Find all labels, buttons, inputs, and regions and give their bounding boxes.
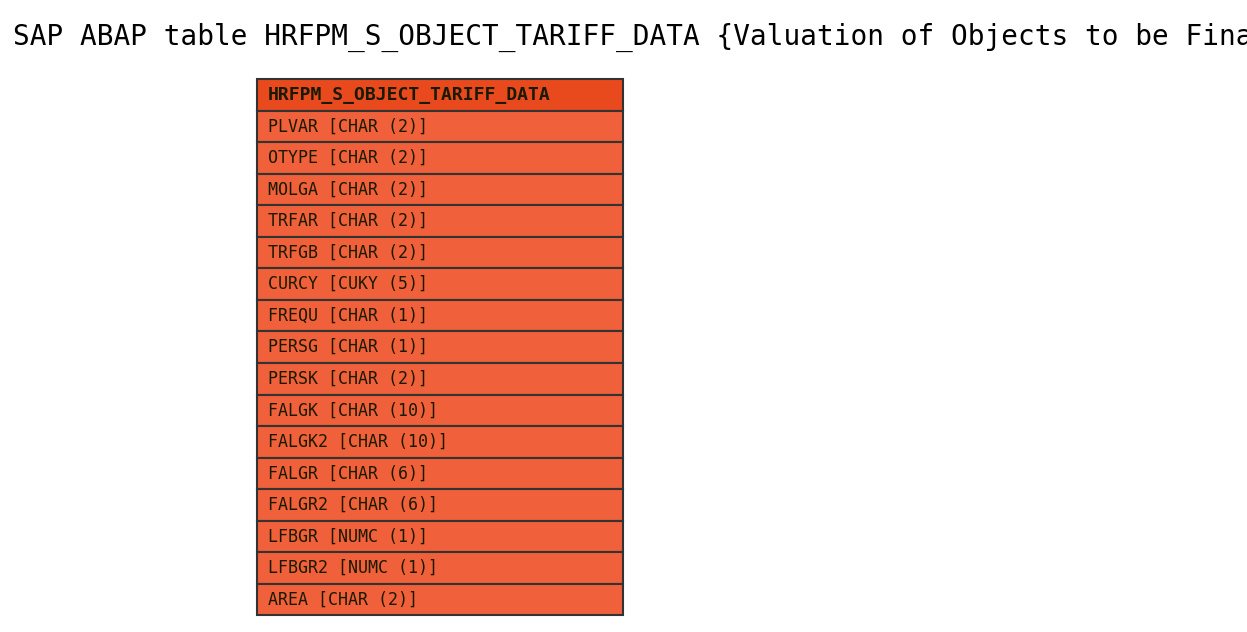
- Text: PLVAR [CHAR (2)]: PLVAR [CHAR (2)]: [268, 118, 428, 135]
- Text: HRFPM_S_OBJECT_TARIFF_DATA: HRFPM_S_OBJECT_TARIFF_DATA: [268, 86, 550, 104]
- Bar: [257, 269, 624, 300]
- Text: PERSG [CHAR (1)]: PERSG [CHAR (1)]: [268, 338, 428, 356]
- Bar: [257, 584, 624, 616]
- Bar: [257, 458, 624, 489]
- Text: FALGR [CHAR (6)]: FALGR [CHAR (6)]: [268, 465, 428, 482]
- Bar: [257, 142, 624, 174]
- Text: FALGK [CHAR (10)]: FALGK [CHAR (10)]: [268, 401, 438, 419]
- Bar: [257, 331, 624, 363]
- Bar: [257, 174, 624, 205]
- Text: TRFAR [CHAR (2)]: TRFAR [CHAR (2)]: [268, 212, 428, 230]
- Text: TRFGB [CHAR (2)]: TRFGB [CHAR (2)]: [268, 243, 428, 262]
- Text: PERSK [CHAR (2)]: PERSK [CHAR (2)]: [268, 370, 428, 388]
- Bar: [257, 489, 624, 521]
- Bar: [257, 521, 624, 552]
- Text: FREQU [CHAR (1)]: FREQU [CHAR (1)]: [268, 307, 428, 325]
- Text: FALGK2 [CHAR (10)]: FALGK2 [CHAR (10)]: [268, 433, 448, 451]
- Text: LFBGR2 [NUMC (1)]: LFBGR2 [NUMC (1)]: [268, 559, 438, 577]
- Bar: [257, 79, 624, 111]
- Text: OTYPE [CHAR (2)]: OTYPE [CHAR (2)]: [268, 149, 428, 167]
- Bar: [257, 394, 624, 426]
- Text: SAP ABAP table HRFPM_S_OBJECT_TARIFF_DATA {Valuation of Objects to be Financed}: SAP ABAP table HRFPM_S_OBJECT_TARIFF_DAT…: [12, 23, 1247, 52]
- Text: FALGR2 [CHAR (6)]: FALGR2 [CHAR (6)]: [268, 496, 438, 514]
- Text: MOLGA [CHAR (2)]: MOLGA [CHAR (2)]: [268, 180, 428, 198]
- Bar: [257, 363, 624, 394]
- Bar: [257, 552, 624, 584]
- Text: CURCY [CUKY (5)]: CURCY [CUKY (5)]: [268, 275, 428, 293]
- Bar: [257, 237, 624, 269]
- Bar: [257, 111, 624, 142]
- Bar: [257, 300, 624, 331]
- Bar: [257, 426, 624, 458]
- Text: LFBGR [NUMC (1)]: LFBGR [NUMC (1)]: [268, 528, 428, 545]
- Text: AREA [CHAR (2)]: AREA [CHAR (2)]: [268, 590, 418, 609]
- Bar: [257, 205, 624, 237]
